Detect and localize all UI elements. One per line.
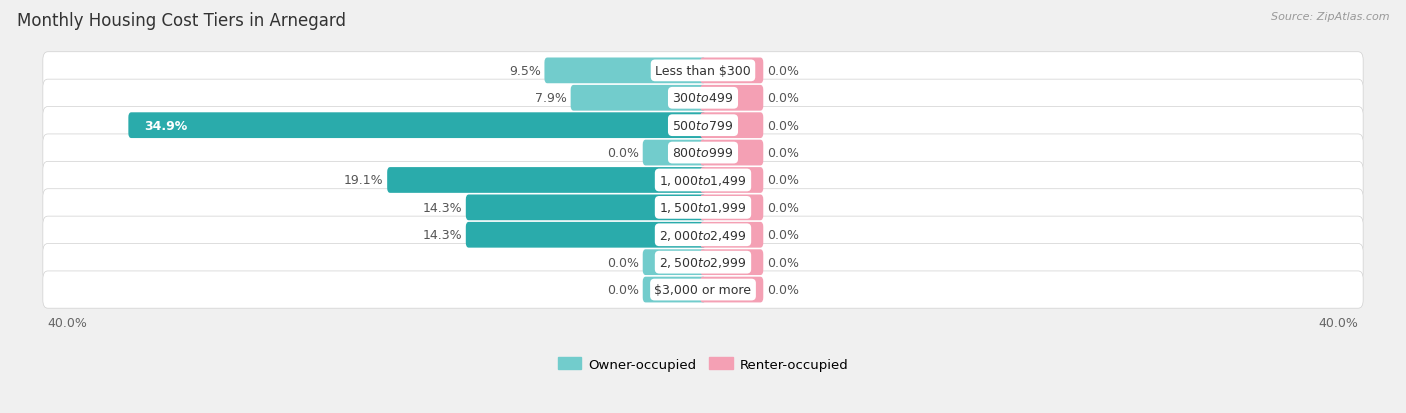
- FancyBboxPatch shape: [42, 135, 1364, 172]
- FancyBboxPatch shape: [700, 140, 763, 166]
- FancyBboxPatch shape: [700, 113, 763, 139]
- Text: Less than $300: Less than $300: [655, 65, 751, 78]
- FancyBboxPatch shape: [42, 244, 1364, 281]
- Text: $3,000 or more: $3,000 or more: [655, 283, 751, 297]
- Text: $1,000 to $1,499: $1,000 to $1,499: [659, 173, 747, 188]
- Text: Source: ZipAtlas.com: Source: ZipAtlas.com: [1271, 12, 1389, 22]
- FancyBboxPatch shape: [700, 58, 763, 84]
- FancyBboxPatch shape: [42, 80, 1364, 117]
- FancyBboxPatch shape: [42, 271, 1364, 309]
- FancyBboxPatch shape: [128, 113, 706, 139]
- Text: 0.0%: 0.0%: [766, 283, 799, 297]
- Text: $2,500 to $2,999: $2,500 to $2,999: [659, 256, 747, 270]
- Text: $2,000 to $2,499: $2,000 to $2,499: [659, 228, 747, 242]
- FancyBboxPatch shape: [42, 162, 1364, 199]
- FancyBboxPatch shape: [643, 277, 706, 303]
- Text: 14.3%: 14.3%: [423, 202, 463, 214]
- FancyBboxPatch shape: [42, 52, 1364, 90]
- Text: 9.5%: 9.5%: [509, 65, 541, 78]
- Text: $1,500 to $1,999: $1,500 to $1,999: [659, 201, 747, 215]
- Text: 0.0%: 0.0%: [766, 174, 799, 187]
- Text: 0.0%: 0.0%: [766, 65, 799, 78]
- Text: 0.0%: 0.0%: [766, 147, 799, 160]
- FancyBboxPatch shape: [571, 85, 706, 112]
- Text: 34.9%: 34.9%: [145, 119, 187, 132]
- Text: 19.1%: 19.1%: [344, 174, 384, 187]
- Text: 40.0%: 40.0%: [48, 316, 87, 329]
- Text: 0.0%: 0.0%: [766, 92, 799, 105]
- FancyBboxPatch shape: [42, 107, 1364, 145]
- FancyBboxPatch shape: [700, 250, 763, 275]
- Text: 14.3%: 14.3%: [423, 229, 463, 242]
- Text: 0.0%: 0.0%: [766, 256, 799, 269]
- FancyBboxPatch shape: [643, 140, 706, 166]
- FancyBboxPatch shape: [700, 222, 763, 248]
- Text: Monthly Housing Cost Tiers in Arnegard: Monthly Housing Cost Tiers in Arnegard: [17, 12, 346, 30]
- FancyBboxPatch shape: [643, 250, 706, 275]
- Text: 40.0%: 40.0%: [1319, 316, 1358, 329]
- Text: 0.0%: 0.0%: [766, 202, 799, 214]
- FancyBboxPatch shape: [700, 85, 763, 112]
- FancyBboxPatch shape: [700, 195, 763, 221]
- Text: 0.0%: 0.0%: [766, 119, 799, 132]
- Text: 0.0%: 0.0%: [607, 256, 640, 269]
- Text: $800 to $999: $800 to $999: [672, 147, 734, 160]
- FancyBboxPatch shape: [387, 168, 706, 193]
- Text: $500 to $799: $500 to $799: [672, 119, 734, 132]
- FancyBboxPatch shape: [465, 222, 706, 248]
- Legend: Owner-occupied, Renter-occupied: Owner-occupied, Renter-occupied: [553, 352, 853, 376]
- Text: 0.0%: 0.0%: [607, 283, 640, 297]
- Text: 0.0%: 0.0%: [607, 147, 640, 160]
- Text: $300 to $499: $300 to $499: [672, 92, 734, 105]
- FancyBboxPatch shape: [465, 195, 706, 221]
- FancyBboxPatch shape: [42, 216, 1364, 254]
- Text: 7.9%: 7.9%: [536, 92, 567, 105]
- FancyBboxPatch shape: [42, 189, 1364, 226]
- FancyBboxPatch shape: [700, 168, 763, 193]
- FancyBboxPatch shape: [544, 58, 706, 84]
- FancyBboxPatch shape: [700, 277, 763, 303]
- Text: 0.0%: 0.0%: [766, 229, 799, 242]
